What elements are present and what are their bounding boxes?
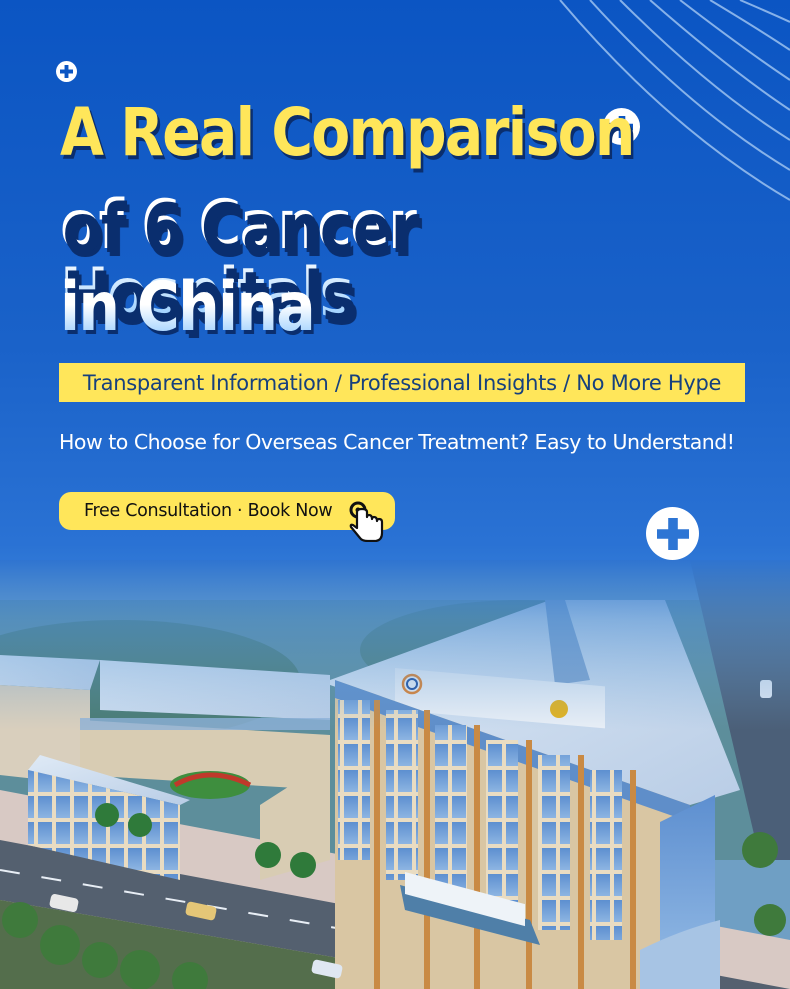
tagline-bar: Transparent Information / Professional I… [59, 363, 745, 402]
tagline-text: Transparent Information / Professional I… [82, 370, 722, 395]
cta-label: Free Consultation · Book Now [84, 501, 333, 521]
pointing-hand-cursor-icon [349, 501, 384, 542]
medical-cross-icon [646, 507, 699, 560]
book-consultation-button[interactable]: Free Consultation · Book Now [59, 492, 395, 530]
headline-line-2: of 6 Cancer Hospitals [60, 192, 688, 328]
medical-cross-icon [56, 61, 77, 82]
headline-line-1: A Real Comparison [60, 94, 635, 171]
hospital-building-image [0, 560, 790, 989]
headline-line-3: in China [60, 268, 316, 347]
subheadline: How to Choose for Overseas Cancer Treatm… [59, 430, 735, 454]
medical-cross-icon [603, 108, 640, 145]
arc-lines-decoration [559, 0, 790, 201]
